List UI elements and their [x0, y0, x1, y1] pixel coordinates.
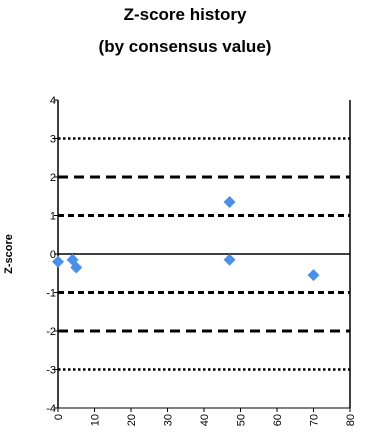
data-points: [52, 196, 320, 282]
y-tick-label: -3: [46, 365, 56, 377]
x-tick-label: 30: [163, 414, 175, 426]
reference-lines: [58, 137, 350, 371]
x-tick-label: 0: [53, 414, 65, 420]
chart-title-line-2: (by consensus value): [98, 37, 272, 56]
x-tick-label: 70: [309, 414, 321, 426]
x-tick-label: 20: [126, 414, 138, 426]
x-ticks: 0 10 20 30 40 50 60 70 80: [53, 408, 357, 426]
data-point: [307, 269, 320, 282]
data-point: [52, 255, 64, 268]
y-tick-label: -4: [46, 403, 56, 415]
y-tick-label: -2: [46, 326, 56, 338]
data-point: [223, 196, 236, 209]
x-tick-label: 40: [199, 414, 211, 426]
data-point: [70, 261, 83, 274]
y-tick-label: -1: [46, 288, 56, 300]
x-tick-label: 10: [90, 414, 102, 426]
x-tick-label: 80: [345, 414, 357, 426]
data-point: [223, 253, 236, 266]
y-tick-label: 4: [50, 95, 56, 107]
chart-title-line-1: Z-score history: [123, 5, 247, 24]
y-tick-label: 3: [50, 134, 56, 146]
x-tick-label: 60: [272, 414, 284, 426]
y-tick-label: 1: [50, 211, 56, 223]
y-tick-label: 0: [50, 249, 56, 261]
x-tick-label: 50: [236, 414, 248, 426]
y-tick-label: 2: [50, 172, 56, 184]
y-ticks: 4 3 2 1 0 -1 -2 -3 -4: [46, 95, 58, 415]
